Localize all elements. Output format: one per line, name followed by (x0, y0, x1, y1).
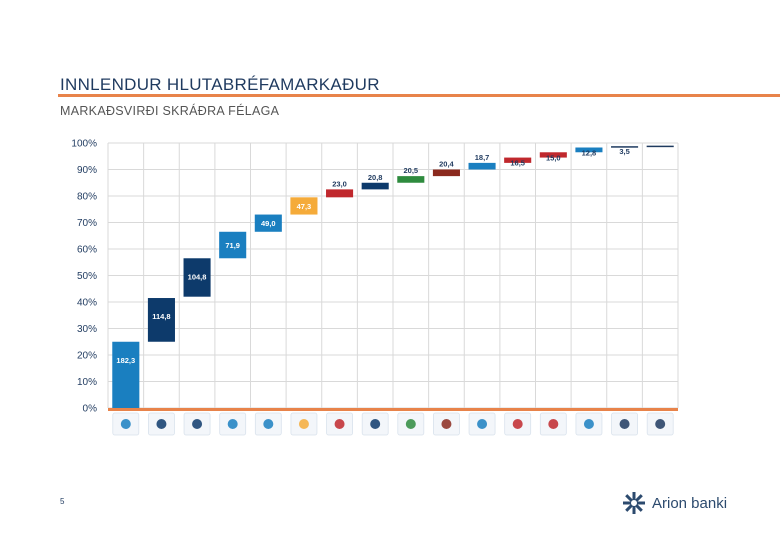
y-tick-label: 70% (77, 218, 97, 229)
bar-value-label: 12,8 (582, 149, 597, 158)
company-logo-icon (263, 419, 274, 429)
company-logo-icon (405, 419, 416, 429)
company-logo-icon (120, 419, 131, 429)
bar-9 (397, 176, 425, 183)
bar-7 (326, 189, 354, 198)
y-tick-label: 60% (77, 245, 97, 256)
company-logo-icon (583, 419, 594, 429)
bar-8 (361, 182, 389, 190)
bar-value-label: 114,8 (152, 312, 170, 321)
page-subtitle: MARKAÐSVIRÐI SKRÁÐRA FÉLAGA (60, 104, 280, 118)
y-tick-label: 50% (77, 271, 97, 282)
company-logo-icon (334, 419, 345, 429)
bar-value-label: 104,8 (188, 272, 207, 281)
brand-name: Arion banki (652, 494, 728, 512)
y-tick-label: 80% (77, 192, 97, 203)
company-logo-icon (619, 419, 630, 429)
bar-value-label: 20,5 (404, 166, 419, 175)
brand-logo: Arion banki (622, 491, 727, 515)
bar-5 (254, 214, 282, 232)
bar-16 (646, 145, 674, 148)
bar-6 (290, 197, 318, 215)
company-logo-icon (156, 419, 167, 429)
bar-value-label: 18,7 (475, 153, 490, 162)
bar-value-label: 20,8 (368, 173, 383, 182)
bar-3 (183, 258, 211, 297)
bar-value-label: 47,3 (297, 202, 312, 211)
y-tick-label: 90% (77, 165, 97, 176)
bar-10 (432, 169, 460, 177)
company-logo-icon (370, 419, 381, 429)
y-tick-label: 30% (77, 324, 97, 335)
bar-15 (611, 146, 639, 148)
company-logo-icon (548, 419, 559, 429)
bar-value-label: 3,5 (619, 147, 629, 156)
bar-value-label: 20,4 (439, 160, 454, 169)
bar-value-label: 71,9 (225, 241, 240, 250)
bar-value-label: 23,0 (332, 179, 347, 188)
bar-13 (539, 152, 567, 158)
arion-snowflake-icon (623, 492, 645, 514)
bar-14 (575, 147, 603, 153)
company-logo-icon (441, 419, 452, 429)
x-axis-baseline (108, 408, 678, 411)
company-logo-icon (192, 419, 203, 429)
title-rule (58, 94, 780, 97)
company-logo-icon (477, 419, 488, 429)
bar-11 (468, 162, 496, 170)
bar-4 (219, 231, 247, 259)
y-tick-label: 20% (77, 351, 97, 362)
bar-1 (112, 341, 140, 408)
company-logo-icon (298, 419, 309, 429)
company-logo-icon (655, 419, 666, 429)
bar-2 (147, 298, 175, 342)
y-tick-label: 0% (83, 404, 98, 415)
y-tick-label: 100% (71, 139, 97, 150)
page-number: 5 (60, 497, 65, 506)
bar-value-label: 49,0 (261, 219, 276, 228)
company-logo-icon (227, 419, 238, 429)
bar-value-label: 16,5 (510, 159, 525, 168)
bar-value-label: 182,3 (116, 356, 135, 365)
bar-12 (504, 157, 532, 163)
y-tick-label: 40% (77, 298, 97, 309)
bar-value-label: 15,0 (546, 153, 561, 162)
company-logo-icon (512, 419, 523, 429)
page-title: INNLENDUR HLUTABRÉFAMARKAÐUR (60, 75, 380, 94)
y-tick-label: 10% (77, 377, 97, 388)
